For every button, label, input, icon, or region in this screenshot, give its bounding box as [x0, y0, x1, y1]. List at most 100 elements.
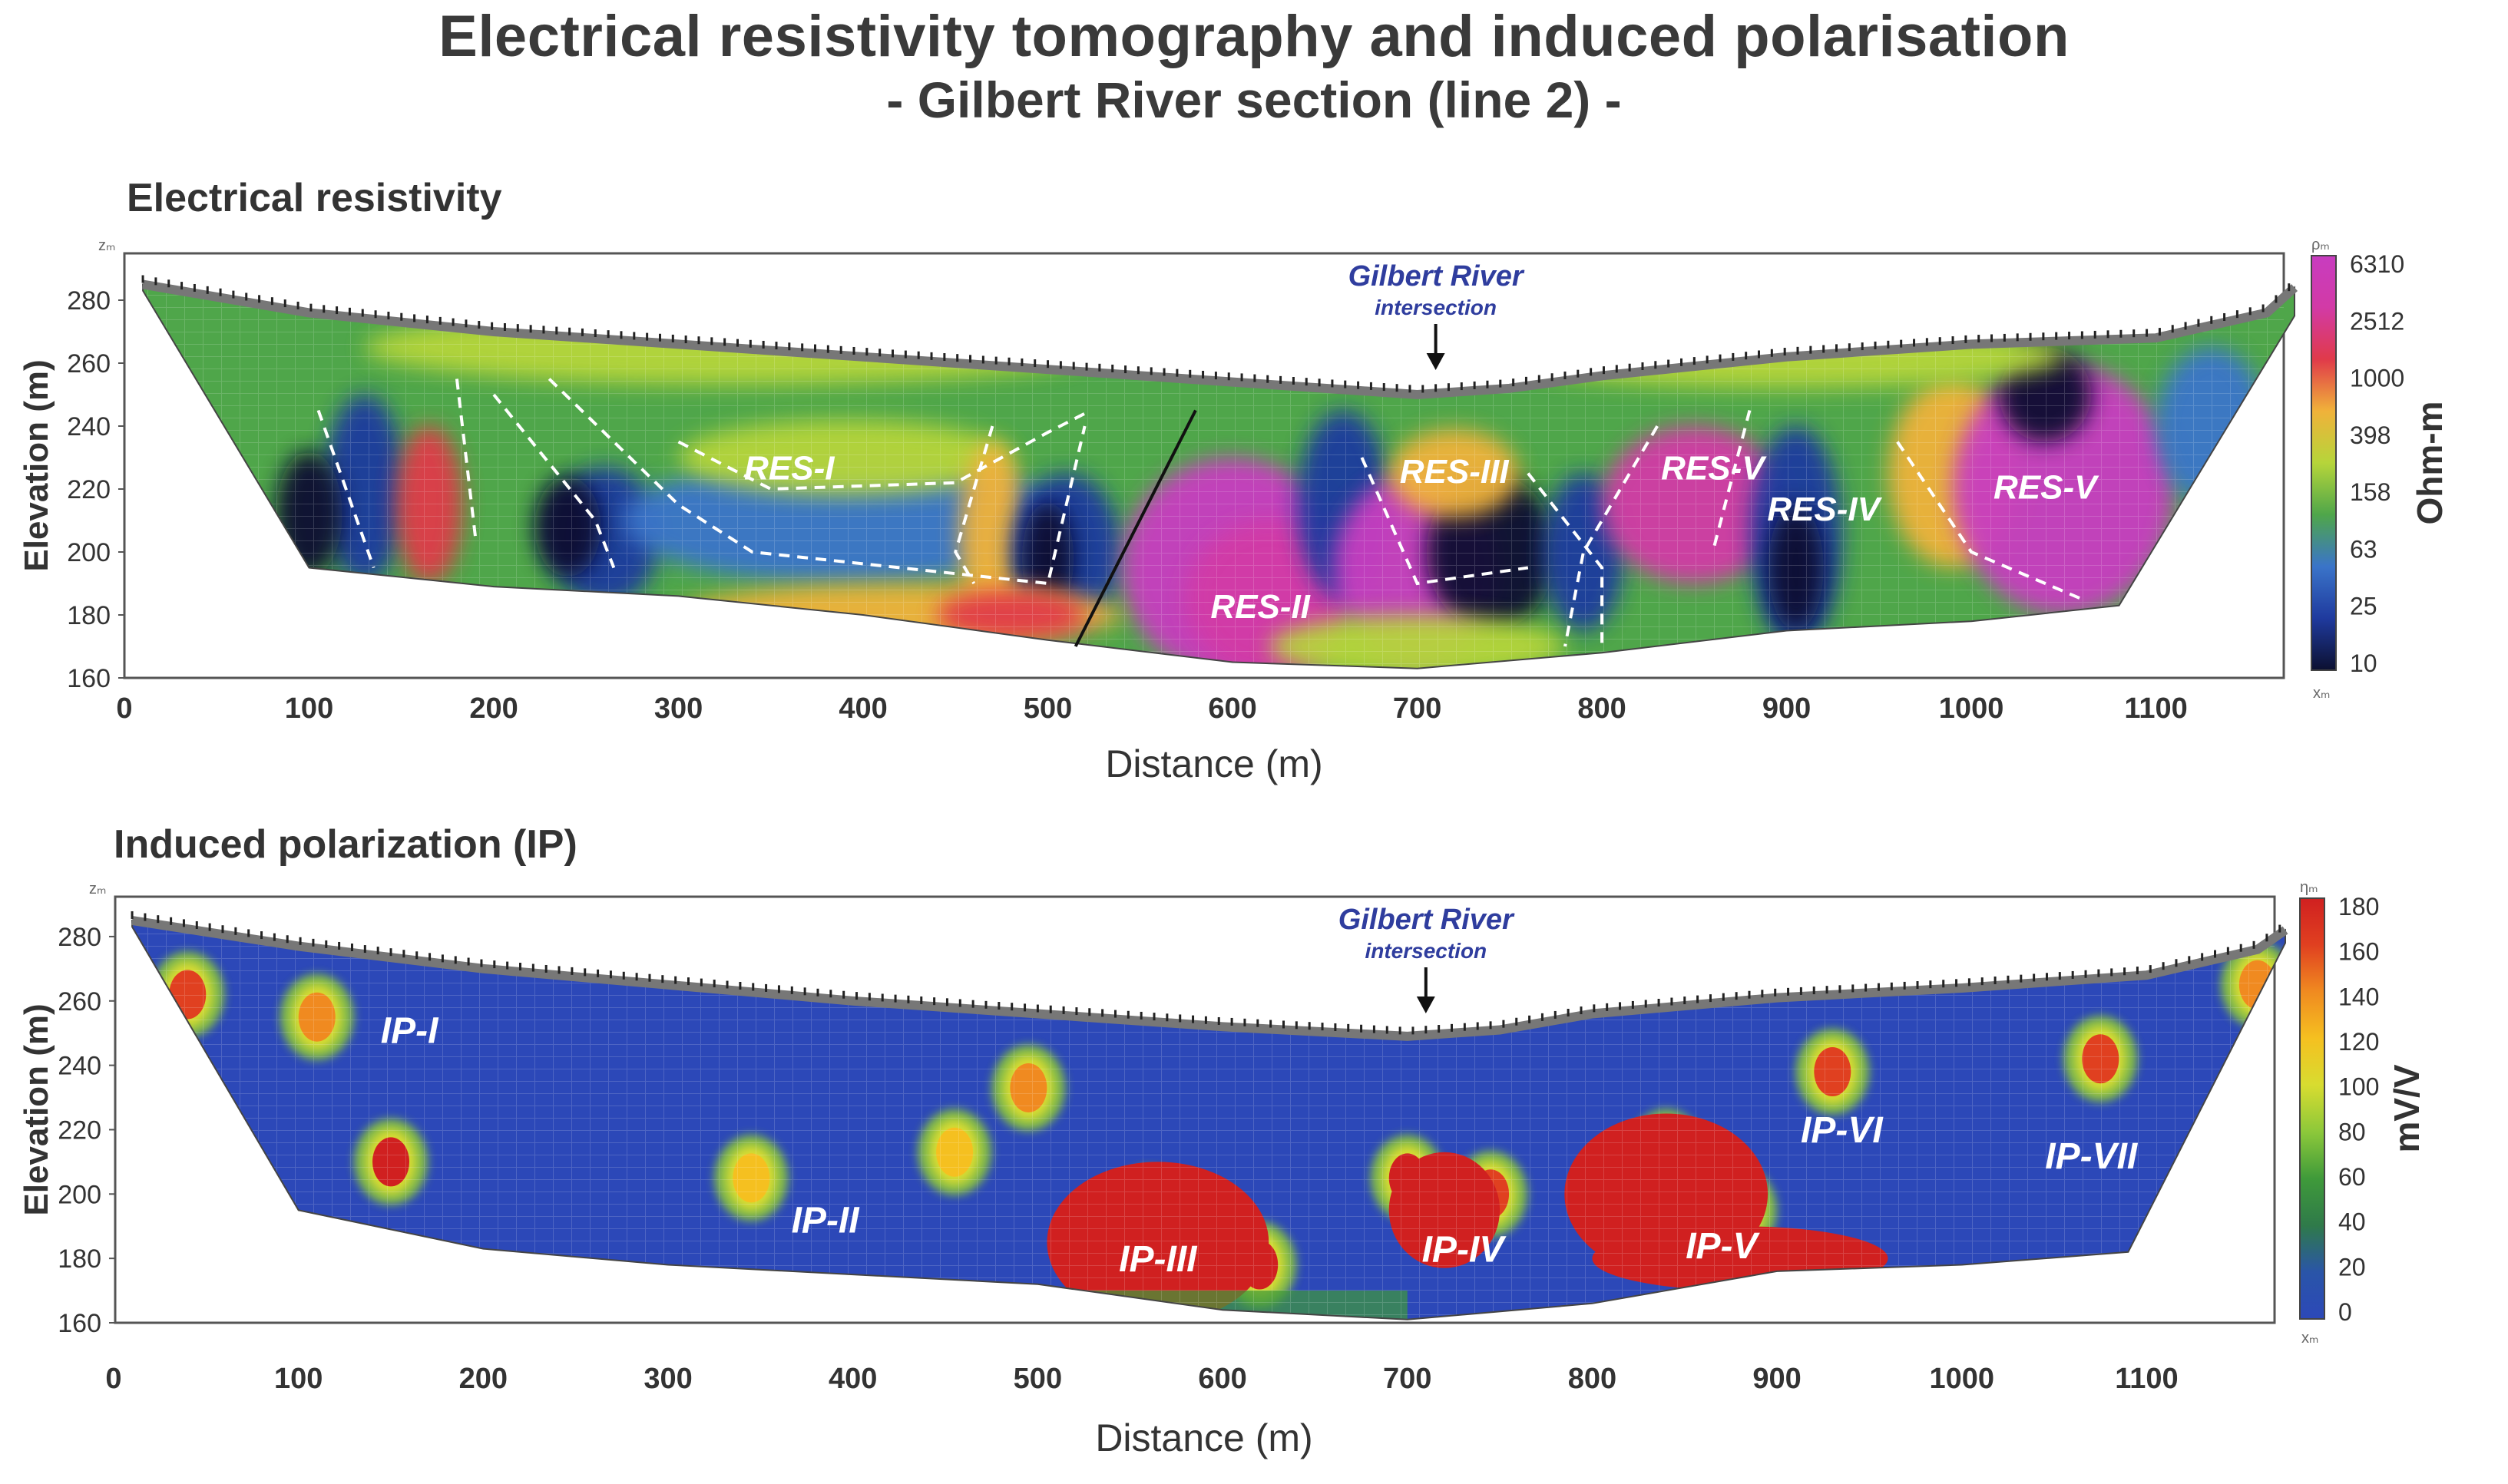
y-tick-label: 160 [58, 1309, 101, 1338]
corner-label-x: xₘ [2313, 685, 2330, 702]
figure-title: Electrical resistivity tomography and in… [438, 4, 2070, 69]
y-tick-label: 160 [67, 664, 111, 693]
y-tick-label: 280 [67, 286, 111, 316]
y-tick-label: 200 [67, 538, 111, 567]
y-tick-label: 260 [58, 987, 101, 1016]
colorbar-tick-label: 158 [2350, 478, 2391, 506]
region-label: RES-III [1400, 453, 1510, 491]
x-tick-label: 700 [1393, 692, 1441, 725]
river-annotation-sub: intersection [1375, 296, 1497, 319]
x-tick-label: 200 [459, 1363, 508, 1395]
y-tick-label: 220 [58, 1115, 101, 1145]
x-axis-label: Distance (m) [1095, 1416, 1312, 1459]
x-tick-label: 900 [1752, 1363, 1801, 1395]
fault-line [1074, 409, 1197, 647]
colorbar-tick-label: 40 [2338, 1208, 2366, 1236]
region-label: IP-VI [1801, 1110, 1884, 1151]
region-label: IP-IV [1422, 1229, 1507, 1270]
interpretation-line [316, 409, 376, 569]
river-annotation-sub: intersection [1365, 939, 1487, 963]
y-axis-label: Elevation (m) [18, 359, 55, 571]
x-tick-label: 500 [1014, 1363, 1062, 1395]
colorbar-tick-label: 63 [2350, 535, 2377, 563]
interpretation-line [1896, 441, 2083, 601]
topography-line [131, 916, 2288, 1041]
region-label: RES-I [744, 450, 835, 488]
corner-label-z: zₘ [89, 881, 106, 897]
x-tick-label: 400 [839, 692, 887, 725]
arrow-head-icon [1416, 996, 1435, 1013]
region-label: RES-II [1210, 588, 1310, 626]
interpretation-line [455, 378, 477, 537]
y-tick-label: 280 [58, 923, 101, 952]
colorbar-tick-label: 120 [2338, 1028, 2379, 1056]
y-tick-label: 240 [67, 412, 111, 441]
x-tick-label: 600 [1198, 1363, 1246, 1395]
colorbar-tick-label: 100 [2338, 1073, 2379, 1101]
colorbar [2311, 255, 2337, 671]
y-tick-label: 180 [58, 1244, 101, 1274]
colorbar-label: mV/V [2387, 1064, 2427, 1152]
y-tick-label: 240 [58, 1052, 101, 1081]
y-tick-label: 220 [67, 475, 111, 504]
x-tick-label: 200 [469, 692, 518, 725]
x-tick-label: 800 [1577, 692, 1626, 725]
ip-panel-title: Induced polarization (IP) [114, 822, 577, 867]
x-tick-label: 100 [274, 1363, 323, 1395]
colorbar-tick-label: 20 [2338, 1253, 2366, 1281]
colorbar [2299, 897, 2325, 1320]
interpretation-line [954, 425, 994, 585]
arrow-head-icon [1426, 353, 1445, 370]
interpretation-line [1711, 409, 1752, 553]
y-tick-label: 180 [67, 601, 111, 630]
y-tick-label: 260 [67, 349, 111, 378]
x-axis-label: Distance (m) [1105, 742, 1322, 785]
colorbar-tick-label: 25 [2350, 593, 2377, 620]
interpretation-line [1527, 472, 1604, 646]
region-label: RES-V [1661, 450, 1767, 488]
x-tick-label: 1100 [2115, 1363, 2178, 1395]
colorbar-tick-label: 80 [2338, 1118, 2366, 1145]
region-label: IP-I [381, 1010, 439, 1051]
x-tick-label: 900 [1762, 692, 1811, 725]
region-label: RES-V [1993, 468, 2099, 506]
x-tick-label: 700 [1383, 1363, 1431, 1395]
region-label: IP-III [1119, 1239, 1198, 1280]
x-tick-label: 1100 [2124, 692, 2187, 725]
river-annotation: Gilbert River [1348, 260, 1525, 293]
colorbar-tick-label: 1000 [2350, 365, 2404, 392]
colorbar-tick-label: 180 [2338, 893, 2379, 920]
interpretation-line [1563, 425, 1659, 647]
figure-subtitle: - Gilbert River section (line 2) - [886, 71, 1622, 128]
interpretation-line [548, 378, 1087, 586]
colorbar-tick-label: 10 [2350, 649, 2377, 677]
y-axis-label: Elevation (m) [18, 1003, 55, 1215]
corner-label-scale: ρₘ [2311, 236, 2330, 253]
x-tick-label: 300 [644, 1363, 692, 1395]
resistivity-panel-title: Electrical resistivity [127, 176, 502, 220]
region-label: RES-IV [1767, 491, 1882, 528]
river-annotation: Gilbert River [1338, 904, 1515, 936]
x-tick-label: 300 [654, 692, 703, 725]
ip-panel: IP-I IP-II IP-III IP-IV IP-V IP-VI IP-VII Gilbe… [18, 879, 2427, 1459]
x-tick-label: 800 [1568, 1363, 1616, 1395]
x-tick-label: 0 [105, 1363, 121, 1395]
x-tick-label: 400 [829, 1363, 877, 1395]
region-label: IP-II [792, 1201, 861, 1241]
region-label: IP-V [1686, 1226, 1760, 1267]
colorbar-label: Ohm-m [2410, 402, 2450, 525]
region-label: IP-VII [2045, 1136, 2139, 1177]
x-tick-label: 1000 [1939, 692, 2004, 725]
topography-line [142, 279, 2298, 400]
x-tick-label: 600 [1208, 692, 1256, 725]
corner-label-z: zₘ [98, 237, 115, 254]
colorbar-tick-label: 140 [2338, 983, 2379, 1010]
x-tick-label: 100 [285, 692, 333, 725]
corner-label-scale: ηₘ [2300, 879, 2318, 896]
x-tick-label: 1000 [1930, 1363, 1995, 1395]
colorbar-tick-label: 2512 [2350, 307, 2404, 335]
colorbar-tick-label: 60 [2338, 1163, 2366, 1191]
y-tick-label: 200 [58, 1180, 101, 1209]
